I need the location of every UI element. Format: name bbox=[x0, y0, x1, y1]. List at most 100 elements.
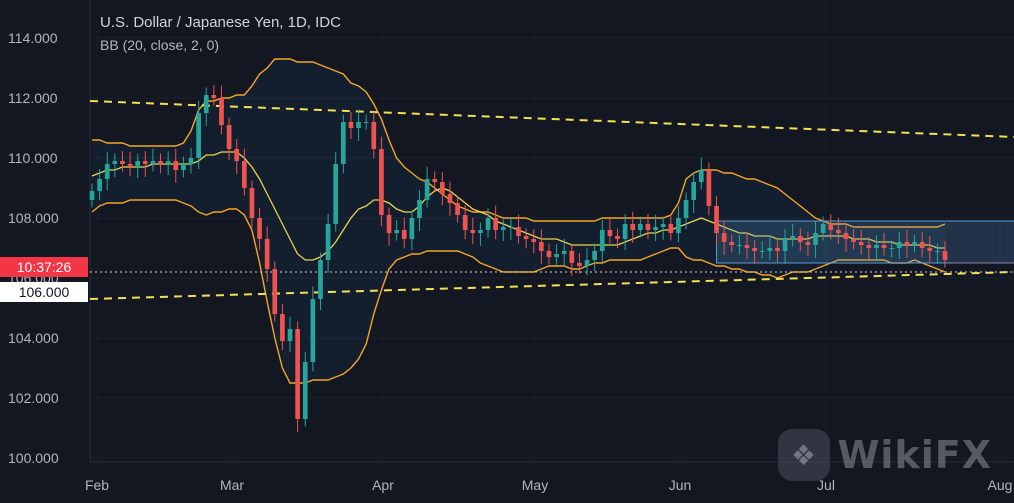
candle-body bbox=[813, 233, 818, 245]
y-tick-label: 100.000 bbox=[8, 450, 59, 466]
candle-body bbox=[935, 251, 940, 252]
candle-body bbox=[462, 215, 468, 230]
candle-body bbox=[691, 182, 697, 200]
candle-body bbox=[158, 161, 163, 164]
candle-body bbox=[120, 161, 125, 164]
candle-body bbox=[759, 251, 765, 252]
candle-body bbox=[858, 242, 864, 245]
candle-body bbox=[599, 230, 605, 251]
candle-body bbox=[912, 242, 917, 245]
candle-body bbox=[272, 269, 278, 314]
candle-body bbox=[500, 227, 506, 230]
candle-body bbox=[851, 239, 856, 242]
candle-body bbox=[104, 164, 110, 179]
candle-body bbox=[889, 248, 895, 249]
x-tick-label: Apr bbox=[372, 477, 394, 493]
candle-body bbox=[310, 299, 316, 362]
candle-body bbox=[881, 245, 887, 248]
candle-body bbox=[805, 242, 811, 245]
watermark: ❖ WikiFX bbox=[777, 429, 993, 481]
candle-body bbox=[318, 260, 323, 299]
candle-body bbox=[470, 230, 476, 233]
candle-body bbox=[820, 224, 826, 233]
candle-body bbox=[295, 329, 300, 419]
y-tick-label: 104.000 bbox=[8, 330, 59, 346]
candle-body bbox=[264, 239, 270, 269]
candle-body bbox=[577, 263, 582, 266]
candle-body bbox=[181, 164, 186, 170]
candle-body bbox=[638, 224, 643, 230]
candle-body bbox=[493, 218, 498, 230]
watermark-text: WikiFX bbox=[837, 433, 992, 477]
candle-body bbox=[706, 170, 712, 206]
candle-body bbox=[325, 224, 331, 260]
candle-body bbox=[455, 203, 460, 215]
candle-body bbox=[896, 242, 902, 248]
trend-line bbox=[89, 100, 1014, 138]
candle-body bbox=[683, 200, 689, 218]
candle-body bbox=[752, 248, 757, 251]
candle-body bbox=[942, 251, 948, 260]
candle-body bbox=[569, 251, 575, 263]
candle-body bbox=[668, 224, 674, 233]
candle-body bbox=[424, 179, 430, 200]
candle-body bbox=[782, 239, 788, 251]
candle-body bbox=[188, 158, 194, 164]
x-tick-label: Mar bbox=[220, 477, 244, 493]
candle-body bbox=[401, 230, 407, 239]
candle-body bbox=[653, 227, 658, 230]
candle-body bbox=[241, 161, 247, 188]
candle-body bbox=[150, 161, 156, 164]
candle-body bbox=[714, 206, 719, 233]
candle-body bbox=[432, 179, 438, 182]
x-tick-label: Feb bbox=[85, 477, 109, 493]
candle-body bbox=[203, 95, 209, 113]
candle-body bbox=[615, 236, 620, 239]
candle-body bbox=[386, 215, 392, 233]
candle-body bbox=[607, 230, 613, 236]
candle-body bbox=[371, 122, 377, 149]
candle-body bbox=[836, 230, 841, 233]
candle-body bbox=[280, 314, 285, 341]
candle-body bbox=[622, 224, 628, 239]
candle-body bbox=[219, 98, 224, 125]
candle-body bbox=[97, 179, 102, 191]
candle-body bbox=[439, 182, 445, 194]
candle-body bbox=[234, 149, 240, 161]
candle-body bbox=[866, 245, 872, 248]
candle-body bbox=[196, 113, 201, 158]
candle-body bbox=[561, 251, 567, 254]
candle-body bbox=[523, 236, 529, 239]
indicator-label[interactable]: BB (20, close, 2, 0) bbox=[100, 37, 220, 53]
candle-body bbox=[363, 122, 369, 123]
candle-body bbox=[775, 248, 780, 251]
bb-lower-line bbox=[91, 199, 946, 384]
candle-body bbox=[927, 248, 933, 251]
candle-body bbox=[767, 248, 773, 251]
candle-body bbox=[874, 245, 879, 248]
candle-body bbox=[721, 233, 727, 242]
candle-body bbox=[797, 236, 803, 242]
candle-body bbox=[660, 224, 666, 227]
x-tick-label: May bbox=[522, 477, 548, 493]
x-tick-label: Jul bbox=[817, 477, 835, 493]
y-tick-label: 110.000 bbox=[8, 150, 58, 166]
trend-line bbox=[89, 271, 1014, 300]
candle-body bbox=[737, 245, 742, 246]
eagle-logo-icon: ❖ bbox=[777, 429, 830, 481]
candle-body bbox=[584, 260, 590, 266]
candle-body bbox=[531, 239, 537, 242]
candle-body bbox=[165, 161, 171, 164]
candle-body bbox=[539, 242, 544, 251]
candle-body bbox=[409, 218, 415, 239]
candle-body bbox=[478, 230, 483, 233]
candle-body bbox=[89, 191, 95, 200]
y-tick-label: 102.000 bbox=[8, 390, 59, 406]
candle-body bbox=[135, 161, 141, 167]
candle-body bbox=[790, 236, 796, 239]
candle-body bbox=[348, 122, 354, 128]
y-tick-label: 114.000 bbox=[8, 30, 58, 46]
price-level-badge: 106.000 bbox=[0, 282, 88, 302]
